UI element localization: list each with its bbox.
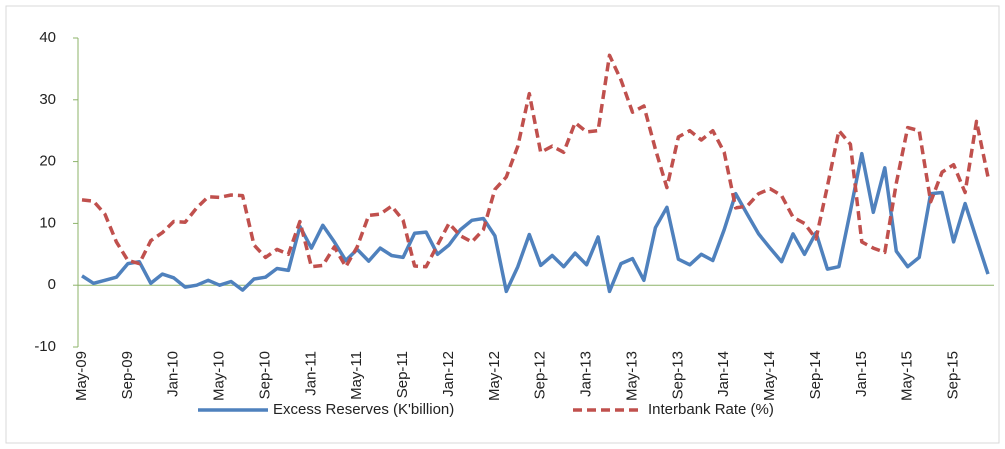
y-tick-label: 20	[39, 153, 56, 170]
x-tick-label: May-13	[623, 351, 640, 401]
x-tick-label: May-11	[348, 351, 365, 400]
x-tick-label: May-12	[486, 351, 503, 401]
x-tick-label: Sep-12	[532, 351, 549, 399]
x-tick-label: May-14	[761, 351, 778, 401]
x-tick-label: Jan-15	[853, 351, 870, 397]
y-tick-label: 0	[48, 276, 56, 293]
x-tick-label: Sep-09	[119, 351, 136, 399]
x-tick-label: May-15	[899, 351, 916, 401]
x-tick-label: Jan-10	[165, 351, 182, 397]
y-tick-label: 10	[39, 214, 56, 231]
x-tick-label: Jan-13	[578, 351, 595, 397]
x-tick-label: Sep-10	[256, 351, 273, 399]
y-tick-label: 30	[39, 91, 56, 108]
x-tick-label: Jan-12	[440, 351, 457, 397]
legend-label: Excess Reserves (K'billion)	[273, 401, 454, 418]
x-tick-label: Sep-15	[945, 351, 962, 399]
x-tick-label: Sep-14	[807, 351, 824, 399]
series-line	[81, 53, 990, 269]
x-tick-label: Sep-11	[394, 351, 411, 398]
series-line	[81, 151, 990, 294]
x-tick-label: Sep-13	[669, 351, 686, 399]
y-tick-label: -10	[34, 338, 56, 355]
x-tick-label: May-09	[73, 351, 90, 401]
legend-label: Interbank Rate (%)	[648, 401, 774, 418]
x-tick-label: May-10	[211, 351, 228, 401]
x-tick-label: Jan-14	[715, 351, 732, 397]
x-tick-label: Jan-11	[302, 351, 319, 396]
y-tick-label: 40	[39, 29, 56, 46]
